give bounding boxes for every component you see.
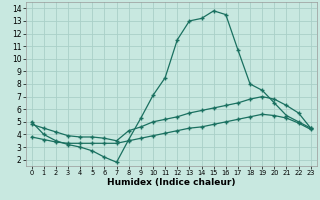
X-axis label: Humidex (Indice chaleur): Humidex (Indice chaleur) bbox=[107, 178, 236, 187]
